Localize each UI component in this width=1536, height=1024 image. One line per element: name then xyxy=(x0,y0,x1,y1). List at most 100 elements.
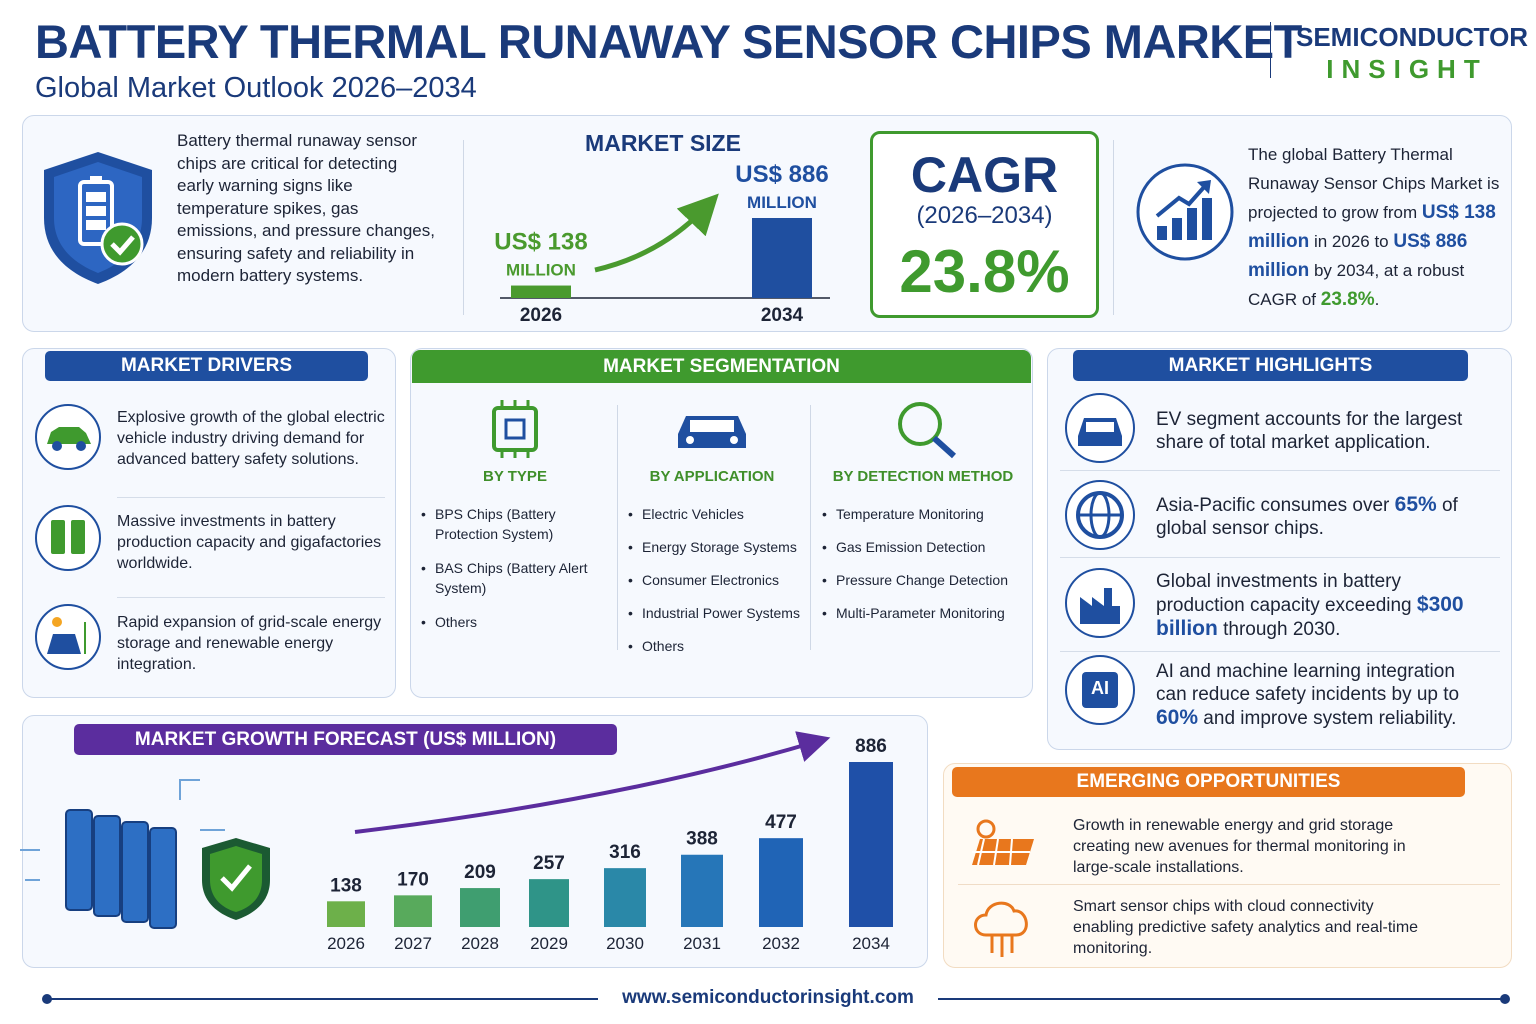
highlight-part: 65% xyxy=(1394,493,1437,516)
footer-dot xyxy=(42,994,52,1004)
value-label: 138 xyxy=(330,875,362,896)
unit-label: MILLION xyxy=(747,193,817,212)
growth-icon xyxy=(1136,163,1234,261)
x-tick-label: 2026 xyxy=(520,305,562,326)
segment-item: Industrial Power Systems xyxy=(628,603,827,623)
growth-arrow xyxy=(354,731,831,834)
divider xyxy=(1113,140,1114,315)
x-tick-label: 2029 xyxy=(530,934,568,953)
bar xyxy=(681,854,723,927)
bar xyxy=(460,888,500,927)
x-tick-label: 2032 xyxy=(762,934,800,953)
x-tick-label: 2034 xyxy=(852,934,890,953)
segment-item: Energy Storage Systems xyxy=(628,537,827,557)
segment-item: BAS Chips (Battery Alert System) xyxy=(421,558,615,598)
subtitle: Global Market Outlook 2026–2034 xyxy=(35,72,477,104)
value-label: 170 xyxy=(397,869,429,890)
divider xyxy=(810,405,811,650)
highlight-part: 60% xyxy=(1156,706,1199,729)
driver-text: Massive investments in battery productio… xyxy=(117,513,382,572)
x-tick-label: 2030 xyxy=(606,934,644,953)
opportunity-text: Growth in renewable energy and grid stor… xyxy=(1073,817,1406,876)
cagr-title: CAGR xyxy=(910,147,1059,203)
driver-icons xyxy=(35,404,101,670)
segment-item: Consumer Electronics xyxy=(628,570,827,590)
footer-url: www.semiconductorinsight.com xyxy=(598,987,938,1009)
segment-item: Others xyxy=(421,612,615,632)
driver-text: Explosive growth of the global electric … xyxy=(117,409,385,468)
separator xyxy=(1060,557,1500,558)
unit-label: MILLION xyxy=(506,261,576,280)
bar xyxy=(327,901,365,927)
highlight-text: AI and machine learning integration can … xyxy=(1156,660,1486,730)
highlight-part: AI and machine learning integration can … xyxy=(1156,661,1460,705)
bar xyxy=(604,868,646,927)
ai-icon-text: AI xyxy=(1091,678,1109,698)
highlight-part: EV segment accounts for the largest shar… xyxy=(1156,409,1463,453)
separator xyxy=(117,497,385,498)
value-label: 886 xyxy=(855,736,887,757)
segment-heading: BY DETECTION METHOD xyxy=(832,468,1014,485)
segment-item: Gas Emission Detection xyxy=(822,537,1021,557)
highlight-part: $300 billion xyxy=(1156,593,1464,640)
outlook-part: by 2034, at a robust CAGR of xyxy=(1248,261,1465,309)
battery-illustration xyxy=(20,779,270,929)
divider xyxy=(617,405,618,650)
segment-item: Others xyxy=(628,636,827,656)
value-label: 477 xyxy=(765,812,797,833)
drivers-title: MARKET DRIVERS xyxy=(45,351,368,381)
opportunity-text: Smart sensor chips with cloud connectivi… xyxy=(1073,898,1419,957)
growth-arrow xyxy=(594,193,719,273)
highlight-text: Global investments in battery production… xyxy=(1156,570,1486,641)
opportunities-title: EMERGING OPPORTUNITIES xyxy=(952,767,1465,797)
bar xyxy=(759,838,803,927)
highlight-text: Asia-Pacific consumes over 65% of global… xyxy=(1156,493,1486,540)
segment-item: Electric Vehicles xyxy=(628,504,827,524)
footer-dot xyxy=(1500,994,1510,1004)
highlight-part: Global investments in battery production… xyxy=(1156,571,1417,616)
value-label: US$ 138 xyxy=(494,229,587,256)
highlight-part: Asia-Pacific consumes over xyxy=(1156,495,1395,516)
segment-item: BPS Chips (Battery Protection System) xyxy=(421,504,615,544)
opportunity-icons xyxy=(972,819,1034,957)
segment-item: Temperature Monitoring xyxy=(822,504,1021,524)
brand-tagline: INSIGHT xyxy=(1326,54,1488,84)
outlook-text: The global Battery Thermal Runaway Senso… xyxy=(1248,140,1503,314)
x-tick-label: 2027 xyxy=(394,934,432,953)
outlook-part: The global Battery Thermal Runaway Senso… xyxy=(1248,145,1500,222)
highlights-title: MARKET HIGHLIGHTS xyxy=(1073,350,1468,381)
outlook-part: US$ 138 million xyxy=(1248,202,1496,252)
opportunities-panel xyxy=(943,763,1512,968)
value-label: 388 xyxy=(686,829,718,850)
brand-name: SEMICONDUCTOR xyxy=(1296,22,1529,52)
highlight-icons xyxy=(1065,393,1135,725)
segment-heading: BY TYPE xyxy=(483,468,547,485)
cagr-value: 23.8% xyxy=(899,238,1070,305)
value-label: US$ 886 xyxy=(735,161,828,188)
x-tick-label: 2031 xyxy=(683,934,721,953)
x-tick-label: 2034 xyxy=(761,305,804,326)
separator xyxy=(1060,651,1500,652)
highlight-part: through 2030. xyxy=(1217,619,1341,640)
value-label: 316 xyxy=(609,842,641,863)
separator xyxy=(1060,470,1500,471)
highlight-text: EV segment accounts for the largest shar… xyxy=(1156,408,1486,454)
bar xyxy=(849,762,893,927)
chart-title: MARKET SIZE xyxy=(585,130,741,156)
shield-icon xyxy=(44,152,152,284)
segment-item: Multi-Parameter Monitoring xyxy=(822,603,1021,623)
value-label: 209 xyxy=(464,862,496,883)
x-tick-label: 2026 xyxy=(327,934,365,953)
outlook-part: in 2026 to xyxy=(1309,232,1394,251)
bar xyxy=(511,285,571,298)
separator xyxy=(958,884,1500,885)
outlook-part: . xyxy=(1374,290,1380,309)
bar xyxy=(752,218,812,298)
divider xyxy=(463,140,464,315)
segment-heading: BY APPLICATION xyxy=(649,468,775,485)
cagr-box xyxy=(870,131,1099,318)
bar xyxy=(394,895,432,927)
